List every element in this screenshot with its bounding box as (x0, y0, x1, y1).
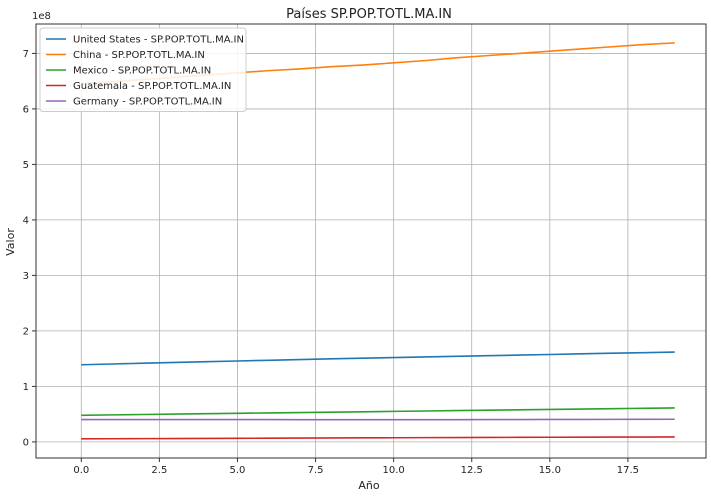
y-tick-label: 0 (23, 437, 29, 448)
y-axis-multiplier: 1e8 (32, 11, 51, 22)
x-tick-label: 5.0 (230, 465, 246, 476)
x-tick-label: 10.0 (383, 465, 405, 476)
chart-title: Países SP.POP.TOTL.MA.IN (286, 7, 452, 22)
legend-entry: Germany - SP.POP.TOTL.MA.IN (73, 97, 222, 108)
x-tick-label: 17.5 (617, 465, 639, 476)
x-tick-label: 15.0 (539, 465, 561, 476)
x-tick-label: 0.0 (73, 465, 89, 476)
x-tick-label: 7.5 (308, 465, 324, 476)
y-tick-label: 6 (23, 104, 29, 115)
x-axis-label: Año (358, 479, 379, 492)
legend-entry: United States - SP.POP.TOTL.MA.IN (73, 35, 244, 46)
y-axis-label: Valor (4, 228, 17, 256)
legend-entry: Mexico - SP.POP.TOTL.MA.IN (73, 66, 211, 77)
legend-entry: China - SP.POP.TOTL.MA.IN (73, 50, 205, 61)
x-tick-label: 12.5 (461, 465, 483, 476)
legend-entry: Guatemala - SP.POP.TOTL.MA.IN (73, 81, 231, 92)
y-tick-label: 2 (23, 326, 29, 337)
y-tick-label: 5 (23, 160, 29, 171)
y-tick-label: 3 (23, 271, 29, 282)
y-tick-label: 4 (23, 215, 29, 226)
y-tick-label: 7 (23, 49, 29, 60)
x-tick-label: 2.5 (151, 465, 167, 476)
legend: United States - SP.POP.TOTL.MA.IN China -… (40, 28, 246, 112)
y-tick-label: 1 (23, 382, 29, 393)
